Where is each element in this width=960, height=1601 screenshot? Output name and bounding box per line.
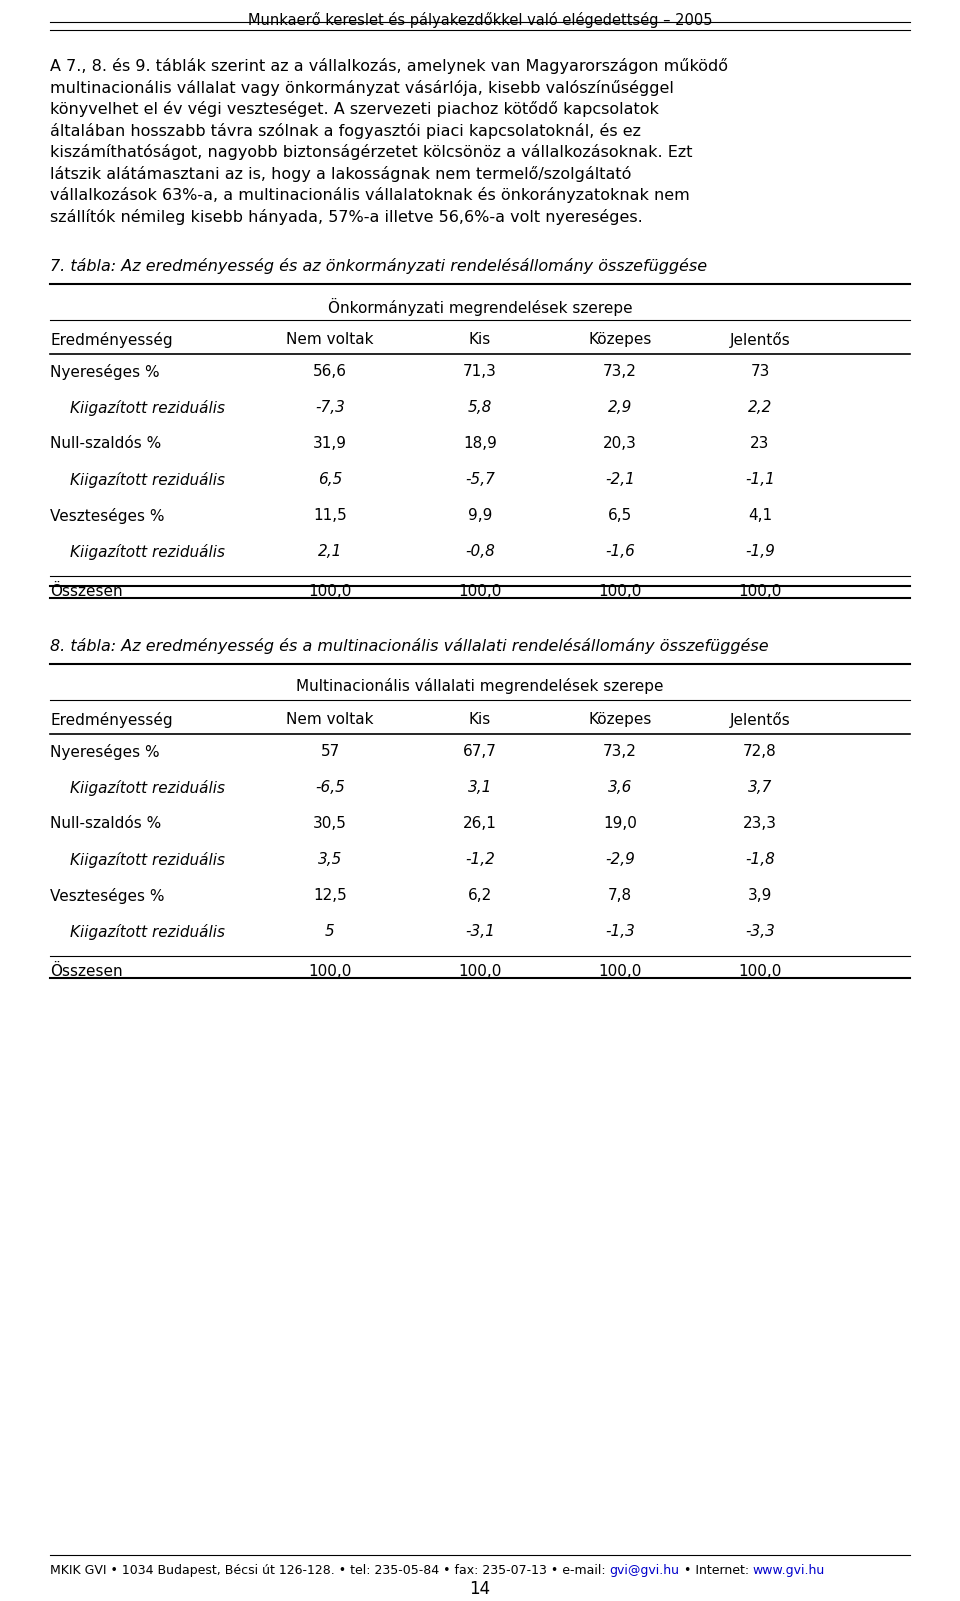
Text: 56,6: 56,6 [313, 363, 347, 379]
Text: 18,9: 18,9 [463, 435, 497, 451]
Text: Jelentős: Jelentős [730, 712, 790, 728]
Text: Jelentős: Jelentős [730, 331, 790, 347]
Text: Közepes: Közepes [588, 712, 652, 727]
Text: -1,3: -1,3 [605, 924, 635, 940]
Text: 100,0: 100,0 [308, 584, 351, 599]
Text: Null-szaldós %: Null-szaldós % [50, 435, 161, 451]
Text: Kiigazított reziduális: Kiigazított reziduális [70, 400, 225, 416]
Text: -7,3: -7,3 [315, 400, 345, 415]
Text: Nem voltak: Nem voltak [286, 331, 373, 347]
Text: Összesen: Összesen [50, 584, 123, 599]
Text: Kiigazított reziduális: Kiigazított reziduális [70, 924, 225, 940]
Text: Nem voltak: Nem voltak [286, 712, 373, 727]
Text: • Internet:: • Internet: [680, 1564, 753, 1577]
Text: 3,6: 3,6 [608, 780, 633, 796]
Text: 73: 73 [751, 363, 770, 379]
Text: 6,5: 6,5 [318, 472, 342, 487]
Text: 31,9: 31,9 [313, 435, 347, 451]
Text: www.gvi.hu: www.gvi.hu [753, 1564, 825, 1577]
Text: látszik alátámasztani az is, hogy a lakosságnak nem termelő/szolgáltató: látszik alátámasztani az is, hogy a lako… [50, 165, 632, 181]
Text: -2,9: -2,9 [605, 852, 635, 868]
Text: 26,1: 26,1 [463, 817, 497, 831]
Text: -5,7: -5,7 [465, 472, 495, 487]
Text: 100,0: 100,0 [308, 964, 351, 978]
Text: -1,9: -1,9 [745, 544, 775, 559]
Text: 57: 57 [321, 744, 340, 759]
Text: 73,2: 73,2 [603, 363, 636, 379]
Text: könyvelhet el év végi veszteséget. A szervezeti piachoz kötődő kapcsolatok: könyvelhet el év végi veszteséget. A sze… [50, 101, 659, 117]
Text: Kis: Kis [468, 712, 492, 727]
Text: 19,0: 19,0 [603, 817, 636, 831]
Text: Kis: Kis [468, 331, 492, 347]
Text: -6,5: -6,5 [315, 780, 345, 796]
Text: 7,8: 7,8 [608, 889, 632, 903]
Text: 8. tábla: Az eredményesség és a multinacionális vállalati rendelésállomány össze: 8. tábla: Az eredményesség és a multinac… [50, 639, 769, 653]
Text: 3,9: 3,9 [748, 889, 772, 903]
Text: 23: 23 [751, 435, 770, 451]
Text: -3,1: -3,1 [465, 924, 495, 940]
Text: Eredményesség: Eredményesség [50, 331, 173, 347]
Text: 5,8: 5,8 [468, 400, 492, 415]
Text: Közepes: Közepes [588, 331, 652, 347]
Text: 73,2: 73,2 [603, 744, 636, 759]
Text: Veszteséges %: Veszteséges % [50, 508, 164, 524]
Text: 100,0: 100,0 [458, 584, 502, 599]
Text: 72,8: 72,8 [743, 744, 777, 759]
Text: 23,3: 23,3 [743, 817, 777, 831]
Text: 100,0: 100,0 [598, 964, 641, 978]
Text: Önkormányzati megrendelések szerepe: Önkormányzati megrendelések szerepe [327, 298, 633, 315]
Text: -1,6: -1,6 [605, 544, 635, 559]
Text: Null-szaldós %: Null-szaldós % [50, 817, 161, 831]
Text: -1,2: -1,2 [465, 852, 495, 868]
Text: Kiigazított reziduális: Kiigazított reziduális [70, 852, 225, 868]
Text: -2,1: -2,1 [605, 472, 635, 487]
Text: -3,3: -3,3 [745, 924, 775, 940]
Text: 100,0: 100,0 [738, 584, 781, 599]
Text: Munkaerő kereslet és pályakezdőkkel való elégedettség – 2005: Munkaerő kereslet és pályakezdőkkel való… [248, 11, 712, 27]
Text: 100,0: 100,0 [738, 964, 781, 978]
Text: 71,3: 71,3 [463, 363, 497, 379]
Text: 2,2: 2,2 [748, 400, 772, 415]
Text: 11,5: 11,5 [313, 508, 347, 524]
Text: 4,1: 4,1 [748, 508, 772, 524]
Text: Összesen: Összesen [50, 964, 123, 980]
Text: 5: 5 [325, 924, 335, 940]
Text: kiszámíthatóságot, nagyobb biztonságérzetet kölcsönöz a vállalkozásoknak. Ezt: kiszámíthatóságot, nagyobb biztonságérze… [50, 144, 692, 160]
Text: 3,5: 3,5 [318, 852, 342, 868]
Text: 100,0: 100,0 [458, 964, 502, 978]
Text: 3,7: 3,7 [748, 780, 772, 796]
Text: 12,5: 12,5 [313, 889, 347, 903]
Text: szállítók némileg kisebb hányada, 57%-a illetve 56,6%-a volt nyereséges.: szállítók némileg kisebb hányada, 57%-a … [50, 208, 643, 224]
Text: gvi@gvi.hu: gvi@gvi.hu [610, 1564, 680, 1577]
Text: 2,9: 2,9 [608, 400, 633, 415]
Text: A 7., 8. és 9. táblák szerint az a vállalkozás, amelynek van Magyarországon műkö: A 7., 8. és 9. táblák szerint az a válla… [50, 58, 728, 74]
Text: Nyereséges %: Nyereséges % [50, 744, 159, 760]
Text: Kiigazított reziduális: Kiigazított reziduális [70, 780, 225, 796]
Text: Eredményesség: Eredményesség [50, 712, 173, 728]
Text: MKIK GVI • 1034 Budapest, Bécsi út 126-128. • tel: 235-05-84 • fax: 235-07-13 • : MKIK GVI • 1034 Budapest, Bécsi út 126-1… [50, 1564, 610, 1577]
Text: 6,2: 6,2 [468, 889, 492, 903]
Text: 14: 14 [469, 1580, 491, 1598]
Text: 100,0: 100,0 [598, 584, 641, 599]
Text: 3,1: 3,1 [468, 780, 492, 796]
Text: Nyereséges %: Nyereséges % [50, 363, 159, 379]
Text: 9,9: 9,9 [468, 508, 492, 524]
Text: 20,3: 20,3 [603, 435, 636, 451]
Text: 6,5: 6,5 [608, 508, 632, 524]
Text: Kiigazított reziduális: Kiigazított reziduális [70, 544, 225, 560]
Text: multinacionális vállalat vagy önkormányzat vásárlója, kisebb valószínűséggel: multinacionális vállalat vagy önkormányz… [50, 80, 674, 96]
Text: általában hosszabb távra szólnak a fogyasztói piaci kapcsolatoknál, és ez: általában hosszabb távra szólnak a fogya… [50, 123, 641, 139]
Text: 67,7: 67,7 [463, 744, 497, 759]
Text: Kiigazított reziduális: Kiigazított reziduális [70, 472, 225, 488]
Text: 2,1: 2,1 [318, 544, 342, 559]
Text: 30,5: 30,5 [313, 817, 347, 831]
Text: vállalkozások 63%-a, a multinacionális vállalatoknak és önkorányzatoknak nem: vállalkozások 63%-a, a multinacionális v… [50, 187, 689, 203]
Text: Multinacionális vállalati megrendelések szerepe: Multinacionális vállalati megrendelések … [297, 677, 663, 693]
Text: 7. tábla: Az eredményesség és az önkormányzati rendelésállomány összefüggése: 7. tábla: Az eredményesség és az önkormá… [50, 258, 708, 274]
Text: -1,8: -1,8 [745, 852, 775, 868]
Text: -0,8: -0,8 [465, 544, 495, 559]
Text: -1,1: -1,1 [745, 472, 775, 487]
Text: Veszteséges %: Veszteséges % [50, 889, 164, 905]
